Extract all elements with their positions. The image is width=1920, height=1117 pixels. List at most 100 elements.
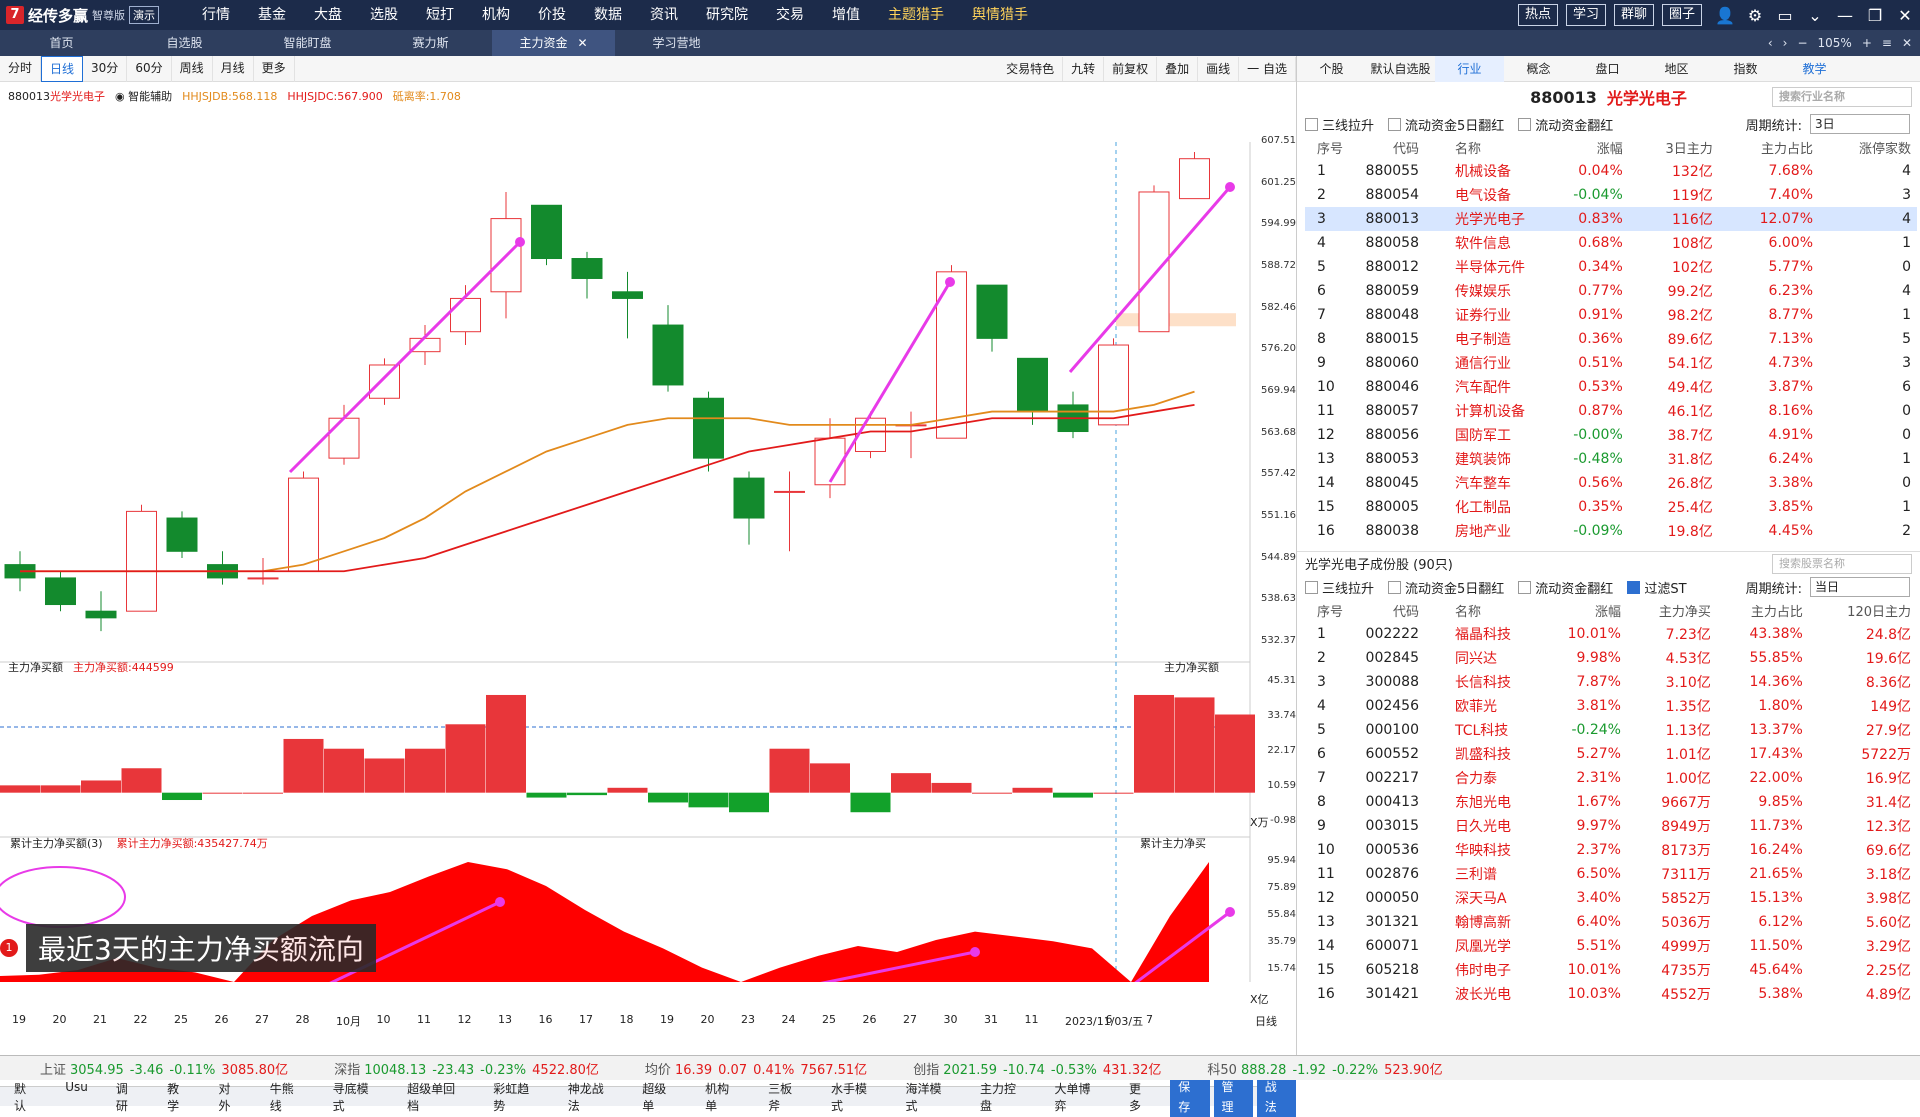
- column-header[interactable]: 代码: [1392, 605, 1419, 620]
- indicator-tab-5[interactable]: 牛熊线: [269, 1081, 294, 1113]
- indicator-tab-13[interactable]: 水手模式: [830, 1081, 867, 1113]
- table-row[interactable]: 10 000536 华映科技 2.37% 8173万 16.24% 69.6亿: [1305, 838, 1917, 862]
- tab-4[interactable]: 主力资金 ✕: [492, 30, 615, 56]
- sector-tab-3[interactable]: 概念: [1526, 61, 1551, 76]
- filter-checkbox-0[interactable]: 三线拉升: [1305, 578, 1374, 597]
- bottom-button-1[interactable]: 管理: [1213, 1076, 1253, 1117]
- indicator-tab-10[interactable]: 超级单: [642, 1081, 667, 1113]
- filter-checkbox-0[interactable]: 三线拉升: [1305, 115, 1374, 134]
- menu-item-8[interactable]: 资讯: [650, 7, 678, 23]
- indicator-tab-1[interactable]: Usu: [65, 1079, 88, 1094]
- sector-tab-1[interactable]: 默认自选股: [1370, 61, 1431, 76]
- table-row[interactable]: 16 301421 波长光电 10.03% 4552万 5.38% 4.89亿: [1305, 982, 1917, 1006]
- period-5[interactable]: 月线: [213, 55, 254, 82]
- period-0[interactable]: 分时: [0, 55, 42, 82]
- column-header[interactable]: 120日主力: [1847, 605, 1911, 620]
- table-row[interactable]: 6 880059 传媒娱乐 0.77% 99.2亿 6.23% 4: [1305, 279, 1917, 303]
- filter-checkbox-1[interactable]: 流动资金5日翻红: [1388, 578, 1504, 597]
- checkbox-icon[interactable]: [1518, 117, 1532, 131]
- checkbox-icon[interactable]: [1388, 117, 1402, 131]
- assist-toggle[interactable]: ◉ 智能辅助: [115, 90, 173, 103]
- table-row[interactable]: 3 300088 长信科技 7.87% 3.10亿 14.36% 8.36亿: [1305, 670, 1917, 694]
- tab-close-icon[interactable]: ✕: [577, 36, 588, 50]
- table-row[interactable]: 14 600071 凤凰光学 5.51% 4999万 11.50% 3.29亿: [1305, 934, 1917, 958]
- zoom-in-icon[interactable]: +: [1861, 36, 1872, 50]
- period-3[interactable]: 60分: [127, 55, 172, 82]
- chart-tool-1[interactable]: 九转: [1063, 56, 1105, 81]
- chart-tool-2[interactable]: 前复权: [1104, 56, 1158, 81]
- tab-list-icon[interactable]: ≡: [1881, 36, 1892, 50]
- forward-icon[interactable]: ›: [1782, 36, 1788, 50]
- zoom-out-icon[interactable]: −: [1797, 36, 1808, 50]
- period-2[interactable]: 30分: [83, 55, 128, 82]
- table-row[interactable]: 8 000413 东旭光电 1.67% 9667万 9.85% 31.4亿: [1305, 790, 1917, 814]
- tab-0[interactable]: 首页: [0, 30, 123, 56]
- indicator-tab-9[interactable]: 神龙战法: [567, 1081, 604, 1113]
- period-select[interactable]: 当日: [1810, 577, 1910, 597]
- menu-item-2[interactable]: 大盘: [314, 7, 342, 23]
- chart-tool-0[interactable]: 交易特色: [998, 56, 1064, 81]
- table-row[interactable]: 13 880053 建筑装饰 -0.48% 31.8亿 6.24% 1: [1305, 447, 1917, 471]
- menu-item-4[interactable]: 短打: [426, 7, 454, 23]
- top-button-1[interactable]: 学习: [1565, 4, 1606, 26]
- period-4[interactable]: 周线: [172, 55, 213, 82]
- filter-checkbox-3[interactable]: 过滤ST: [1627, 578, 1687, 597]
- sector-tab-7[interactable]: 教学: [1802, 61, 1827, 76]
- table-row[interactable]: 13 301321 翰博高新 6.40% 5036万 6.12% 5.60亿: [1305, 910, 1917, 934]
- indicator-tab-0[interactable]: 默认: [14, 1081, 27, 1113]
- table-row[interactable]: 1 880055 机械设备 0.04% 132亿 7.68% 4: [1305, 159, 1917, 183]
- indicator-tab-12[interactable]: 三板斧: [768, 1081, 793, 1113]
- filter-checkbox-2[interactable]: 流动资金翻红: [1518, 115, 1613, 134]
- tab-3[interactable]: 赛力斯: [369, 30, 492, 56]
- column-header[interactable]: 3日主力: [1665, 142, 1713, 157]
- demo-badge[interactable]: 演示: [129, 6, 160, 24]
- window-icon[interactable]: ▭: [1777, 5, 1793, 25]
- sector-tab-4[interactable]: 盘口: [1595, 61, 1620, 76]
- sector-search-input[interactable]: 搜索行业名称: [1772, 87, 1912, 107]
- chart-tool-4[interactable]: 画线: [1198, 56, 1240, 81]
- indicator-tab-8[interactable]: 彩虹趋势: [493, 1081, 530, 1113]
- tab-2[interactable]: 智能盯盘: [246, 30, 369, 56]
- sector-tab-5[interactable]: 地区: [1664, 61, 1689, 76]
- top-button-2[interactable]: 群聊: [1613, 4, 1654, 26]
- filter-checkbox-2[interactable]: 流动资金翻红: [1518, 578, 1613, 597]
- column-header[interactable]: 涨停家数: [1858, 142, 1911, 157]
- table-row[interactable]: 3 880013 光学光电子 0.83% 116亿 12.07% 4: [1305, 207, 1917, 231]
- column-header[interactable]: 主力占比: [1761, 142, 1814, 157]
- close-icon[interactable]: ✕: [1898, 5, 1912, 25]
- column-header[interactable]: 涨幅: [1594, 605, 1621, 620]
- column-header[interactable]: 名称: [1455, 142, 1482, 157]
- menu-item-6[interactable]: 价投: [538, 7, 566, 23]
- table-row[interactable]: 1 002222 福晶科技 10.01% 7.23亿 43.38% 24.8亿: [1305, 622, 1917, 646]
- restore-icon[interactable]: ❐: [1867, 5, 1883, 25]
- table-row[interactable]: 9 880060 通信行业 0.51% 54.1亿 4.73% 3: [1305, 351, 1917, 375]
- menu-item-12[interactable]: 主题猎手: [888, 7, 944, 23]
- chart-tool-5[interactable]: 一 自选: [1239, 56, 1296, 81]
- menu-item-0[interactable]: 行情: [202, 7, 230, 23]
- menu-item-1[interactable]: 基金: [258, 7, 286, 23]
- table-row[interactable]: 7 880048 证券行业 0.91% 98.2亿 8.77% 1: [1305, 303, 1917, 327]
- filter-checkbox-1[interactable]: 流动资金5日翻红: [1388, 115, 1504, 134]
- menu-item-3[interactable]: 选股: [370, 7, 398, 23]
- indicator-tab-3[interactable]: 教学: [167, 1081, 180, 1113]
- column-header[interactable]: 涨幅: [1596, 142, 1623, 157]
- chevron-down-icon[interactable]: ⌄: [1808, 5, 1822, 25]
- column-header[interactable]: 序号: [1317, 605, 1344, 620]
- period-6[interactable]: 更多: [254, 55, 295, 82]
- column-header[interactable]: 名称: [1455, 605, 1482, 620]
- tab-close-all-icon[interactable]: ✕: [1901, 36, 1912, 50]
- minimize-icon[interactable]: —: [1837, 5, 1853, 25]
- table-row[interactable]: 16 880038 房地产业 -0.09% 19.8亿 4.45% 2: [1305, 519, 1917, 543]
- indicator-tab-11[interactable]: 机构单: [705, 1081, 730, 1113]
- table-row[interactable]: 12 880056 国防军工 -0.00% 38.7亿 4.91% 0: [1305, 423, 1917, 447]
- checkbox-icon[interactable]: [1305, 117, 1318, 131]
- column-header[interactable]: 主力净买: [1658, 605, 1711, 620]
- menu-item-11[interactable]: 增值: [832, 7, 860, 23]
- stock-search-input[interactable]: 搜索股票名称: [1772, 554, 1912, 574]
- table-row[interactable]: 4 002456 欧菲光 3.81% 1.35亿 1.80% 149亿: [1305, 694, 1917, 718]
- column-header[interactable]: 序号: [1317, 142, 1344, 157]
- table-row[interactable]: 7 002217 合力泰 2.31% 1.00亿 22.00% 16.9亿: [1305, 766, 1917, 790]
- user-icon[interactable]: 👤: [1715, 5, 1735, 25]
- menu-item-10[interactable]: 交易: [776, 7, 804, 23]
- table-row[interactable]: 11 002876 三利谱 6.50% 7311万 21.65% 3.18亿: [1305, 862, 1917, 886]
